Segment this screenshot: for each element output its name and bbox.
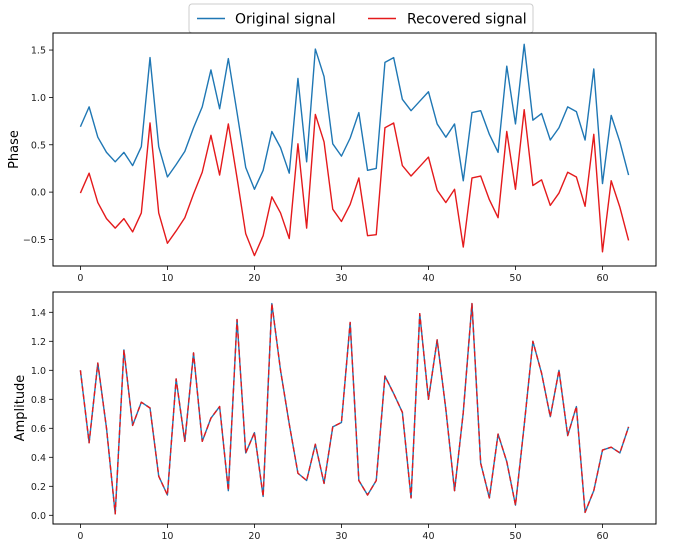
phase-tick-layer: 0 10 20 30 40 50 60 −0.5 0.0 0.5 1.0 1.5: [23, 46, 609, 284]
amplitude-y-tick-label: 0.0: [31, 511, 46, 522]
phase-y-tick-label: 1.5: [31, 46, 46, 57]
amplitude-axes-frame: [52, 291, 657, 525]
amplitude-x-tick-label: 40: [422, 531, 434, 542]
amplitude-y-tick-label: 0.4: [31, 453, 46, 464]
amplitude-panel: 0 10 20 30 40 50 60 0.0 0.2 0.4 0.6 0.8 1.0 1.2 1.4 Am…: [13, 291, 657, 542]
phase-panel: 0 10 20 30 40 50 60 −0.5 0.0 0.5 1.0 1.5 Phase: [7, 32, 657, 284]
amplitude-series-recovered: [79, 302, 630, 515]
amplitude-x-tick-label: 10: [161, 531, 173, 542]
amplitude-y-tick-label: 0.8: [31, 395, 46, 406]
legend-label-original: Original signal: [235, 12, 336, 28]
phase-y-tick-label: 0.5: [31, 140, 46, 151]
phase-series-layer: [79, 43, 630, 257]
phase-axes-frame: [52, 32, 657, 267]
phase-series-original: [79, 43, 630, 190]
phase-y-tick-label: 0.0: [31, 188, 46, 199]
phase-x-tick-label: 0: [77, 273, 83, 284]
amplitude-x-tick-label: 20: [248, 531, 260, 542]
amplitude-tick-layer: 0 10 20 30 40 50 60 0.0 0.2 0.4 0.6 0.8 1.0 1.2 1.4: [31, 308, 609, 542]
amplitude-x-tick-label: 0: [77, 531, 83, 542]
phase-x-tick-label: 30: [335, 273, 347, 284]
phase-series-recovered: [79, 109, 630, 257]
phase-y-tick-label: −0.5: [23, 235, 46, 246]
legend-label-recovered: Recovered signal: [407, 12, 527, 28]
phase-x-tick-label: 40: [422, 273, 434, 284]
amplitude-series-layer: [79, 302, 630, 515]
amplitude-y-tick-label: 0.6: [31, 424, 46, 435]
legend: Original signal Recovered signal: [188, 3, 534, 34]
phase-x-tick-label: 10: [161, 273, 173, 284]
amplitude-y-tick-label: 1.0: [31, 366, 46, 377]
phase-y-axis-label: Phase: [7, 130, 22, 169]
amplitude-y-axis-label: Amplitude: [13, 375, 28, 442]
phase-x-tick-label: 50: [509, 273, 521, 284]
phase-y-tick-label: 1.0: [31, 93, 46, 104]
amplitude-y-tick-label: 0.2: [31, 482, 46, 493]
amplitude-y-tick-label: 1.4: [31, 308, 46, 319]
phase-x-tick-label: 20: [248, 273, 260, 284]
amplitude-x-tick-label: 30: [335, 531, 347, 542]
phase-x-tick-label: 60: [596, 273, 608, 284]
amplitude-x-tick-label: 50: [509, 531, 521, 542]
amplitude-y-tick-label: 1.2: [31, 337, 46, 348]
amplitude-x-tick-label: 60: [596, 531, 608, 542]
